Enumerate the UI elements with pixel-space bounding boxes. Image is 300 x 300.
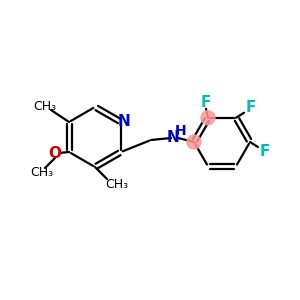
Text: CH₃: CH₃ [31,166,54,178]
Text: CH₃: CH₃ [105,178,129,191]
Text: N: N [167,130,179,146]
Text: CH₃: CH₃ [34,100,57,112]
Circle shape [187,135,201,149]
Text: F: F [201,95,211,110]
Text: H: H [175,124,187,138]
Text: F: F [246,100,256,115]
Text: N: N [118,113,130,128]
Text: O: O [49,146,62,161]
Text: F: F [260,145,270,160]
Circle shape [201,111,215,125]
